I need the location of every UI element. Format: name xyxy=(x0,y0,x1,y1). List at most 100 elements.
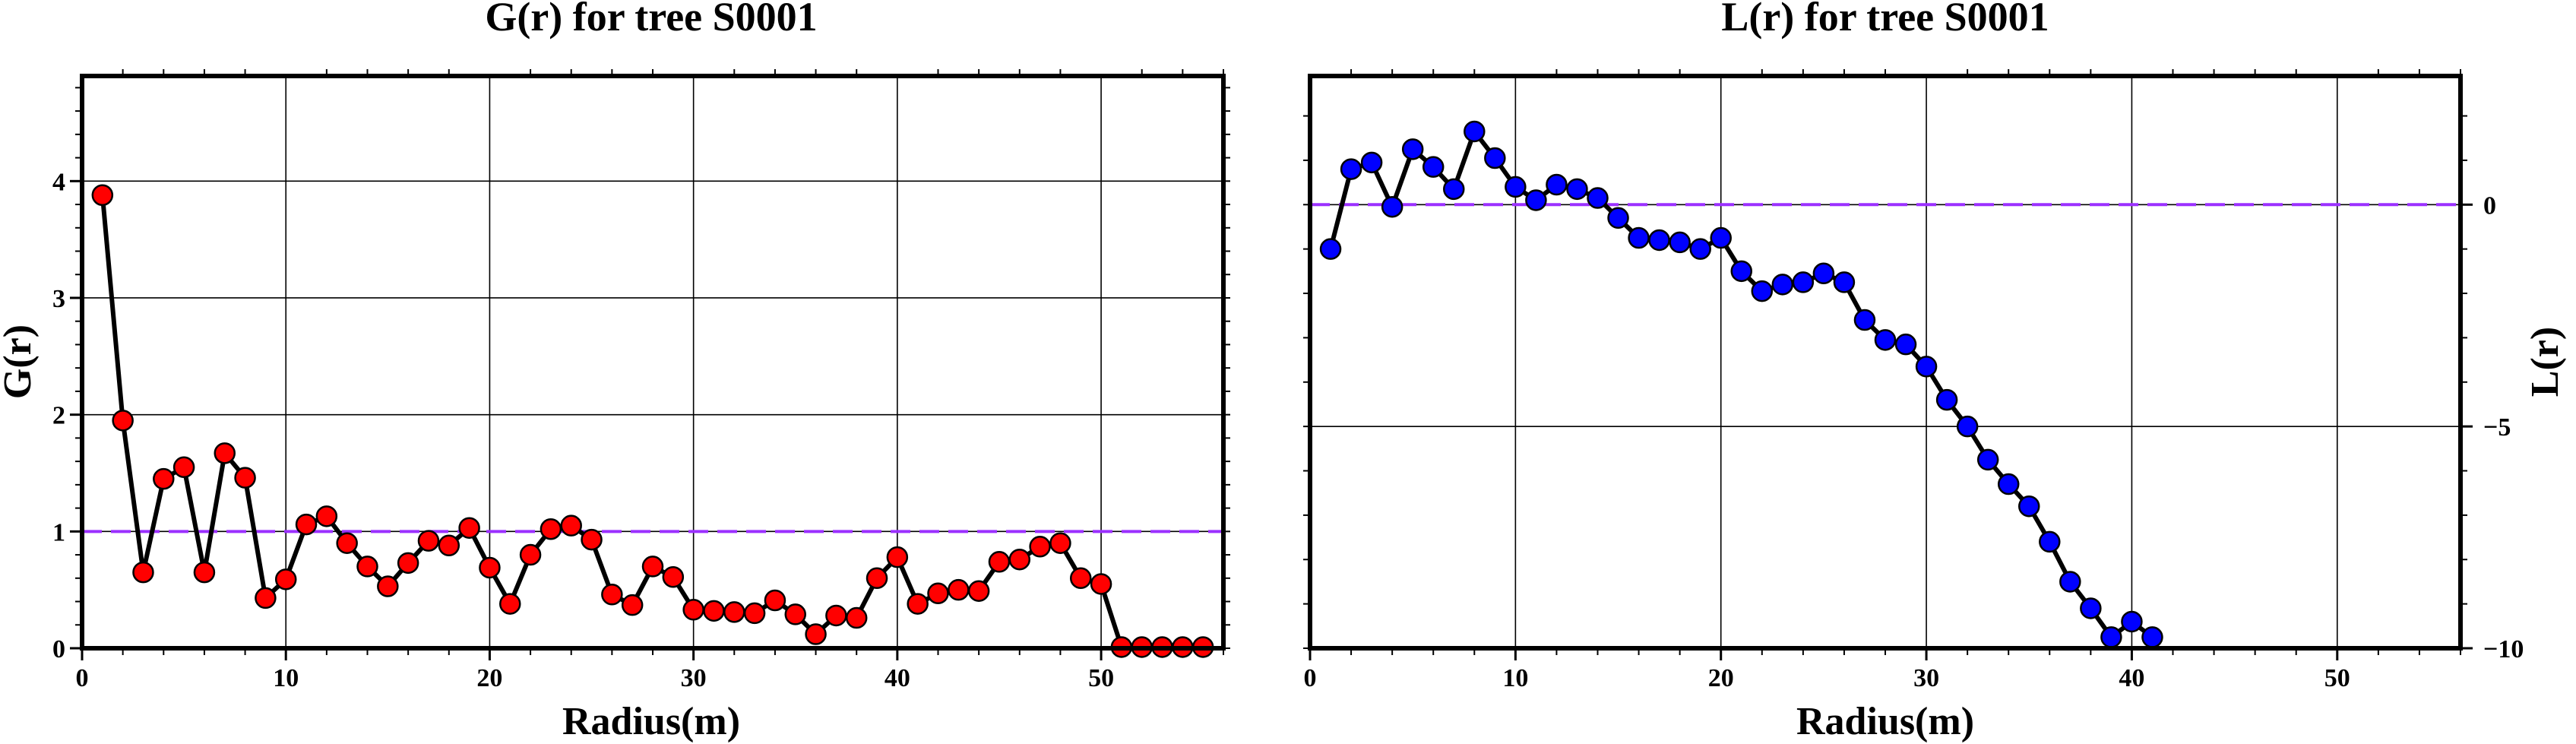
g-data-point xyxy=(601,584,623,606)
l-y-tick-label: −10 xyxy=(2483,635,2524,663)
l-y-tick-label: −5 xyxy=(2483,413,2511,442)
g-x-tick-label: 0 xyxy=(76,664,89,692)
g-data-point xyxy=(1070,567,1092,590)
l-data-point xyxy=(1566,178,1588,201)
l-chart-grid xyxy=(1310,76,2460,648)
g-data-point xyxy=(234,467,256,489)
l-data-point xyxy=(2039,530,2061,553)
l-data-point xyxy=(1792,271,1815,293)
l-data-point xyxy=(1525,189,1547,211)
g-y-tick-label: 4 xyxy=(52,168,65,196)
l-data-point xyxy=(1730,260,1752,283)
g-data-point xyxy=(540,518,562,540)
l-data-point xyxy=(2121,610,2143,633)
g-data-point xyxy=(1029,536,1051,558)
l-data-point xyxy=(1833,271,1856,293)
g-data-point xyxy=(519,543,542,566)
g-data-point xyxy=(581,528,603,551)
g-data-point xyxy=(193,561,216,584)
g-data-point xyxy=(479,556,501,579)
g-data-point xyxy=(560,514,582,537)
l-data-point xyxy=(1587,187,1609,209)
l-data-point xyxy=(1669,231,1691,254)
l-data-point xyxy=(1894,333,1917,356)
g-data-point xyxy=(112,410,134,432)
l-data-point xyxy=(1956,415,1979,438)
g-y-tick-label: 1 xyxy=(52,518,65,546)
g-data-point xyxy=(499,593,521,615)
l-data-point xyxy=(1381,195,1404,218)
l-data-point xyxy=(1853,309,1876,331)
g-chart-ticks: 0 10 20 30 40 50 0 1 2 3 4 xyxy=(52,69,1230,692)
l-data-point xyxy=(1689,238,1711,260)
g-data-point xyxy=(907,593,929,615)
l-data-point xyxy=(1751,280,1774,302)
g-data-point xyxy=(417,530,440,552)
l-data-point xyxy=(1648,229,1670,252)
g-data-point xyxy=(784,603,806,625)
g-chart-panel: G(r) for tree S0001 0 10 20 30 40 50 0 1 2 3 4 Rad… xyxy=(0,0,1230,743)
g-data-point xyxy=(948,578,970,601)
l-data-point xyxy=(1505,176,1527,198)
g-data-point xyxy=(703,600,725,622)
g-data-point xyxy=(988,551,1011,573)
g-data-point xyxy=(315,505,338,527)
l-x-tick-label: 40 xyxy=(2119,664,2144,692)
g-data-point xyxy=(356,556,378,578)
g-data-point xyxy=(336,532,358,554)
l-x-tick-label: 20 xyxy=(1708,664,1734,692)
l-data-point xyxy=(1874,329,1897,351)
g-data-point xyxy=(866,567,888,590)
l-data-point xyxy=(2018,495,2040,518)
l-chart-ticks: 0 10 20 30 40 50 −10 −5 0 xyxy=(1303,69,2524,692)
g-chart-y-axis-label: G(r) xyxy=(0,325,40,399)
g-chart-series xyxy=(91,184,1214,658)
l-data-point xyxy=(1771,274,1794,296)
l-x-tick-label: 50 xyxy=(2324,664,2350,692)
g-data-point xyxy=(377,575,399,597)
g-chart-title: G(r) for tree S0001 xyxy=(485,0,817,40)
g-x-tick-label: 50 xyxy=(1088,664,1114,692)
l-data-point xyxy=(1976,448,1999,471)
g-data-point xyxy=(214,442,236,464)
l-series-line xyxy=(1328,128,2154,640)
g-data-point xyxy=(805,623,827,645)
g-x-tick-label: 30 xyxy=(681,664,707,692)
l-data-point xyxy=(1607,207,1629,230)
l-data-point xyxy=(1360,151,1383,174)
g-chart-x-axis-label: Radius(m) xyxy=(562,700,740,743)
l-x-tick-label: 0 xyxy=(1304,664,1317,692)
l-data-point xyxy=(1319,238,1342,260)
l-data-point xyxy=(1997,473,2020,495)
g-y-tick-label: 3 xyxy=(52,285,65,313)
g-data-point xyxy=(886,546,909,568)
l-y-tick-label: 0 xyxy=(2483,192,2496,220)
g-data-point xyxy=(91,184,114,206)
g-data-point xyxy=(825,604,847,627)
g-data-point xyxy=(927,582,949,605)
g-x-tick-label: 40 xyxy=(885,664,910,692)
l-chart-x-axis-label: Radius(m) xyxy=(1796,700,1974,743)
g-data-point xyxy=(641,556,664,578)
l-data-point xyxy=(1935,388,1958,411)
l-data-point xyxy=(1340,158,1362,180)
g-data-point xyxy=(172,456,195,479)
l-data-point xyxy=(2141,626,2163,648)
l-chart-y-axis-label: L(r) xyxy=(2524,327,2567,397)
g-data-point xyxy=(967,580,990,602)
g-data-point xyxy=(845,606,868,629)
g-data-point xyxy=(458,517,480,539)
l-data-point xyxy=(1710,226,1732,249)
g-data-point xyxy=(621,594,644,616)
g-data-point xyxy=(1008,548,1031,571)
l-chart-title: L(r) for tree S0001 xyxy=(1721,0,2049,40)
g-series-line xyxy=(100,195,1204,650)
g-y-tick-label: 0 xyxy=(52,635,65,663)
l-chart-plot-frame xyxy=(1308,74,2463,651)
l-data-point xyxy=(1422,156,1445,178)
g-data-point xyxy=(255,587,277,609)
g-data-point xyxy=(682,599,704,621)
g-data-point xyxy=(274,568,297,590)
l-data-point xyxy=(1628,226,1650,249)
